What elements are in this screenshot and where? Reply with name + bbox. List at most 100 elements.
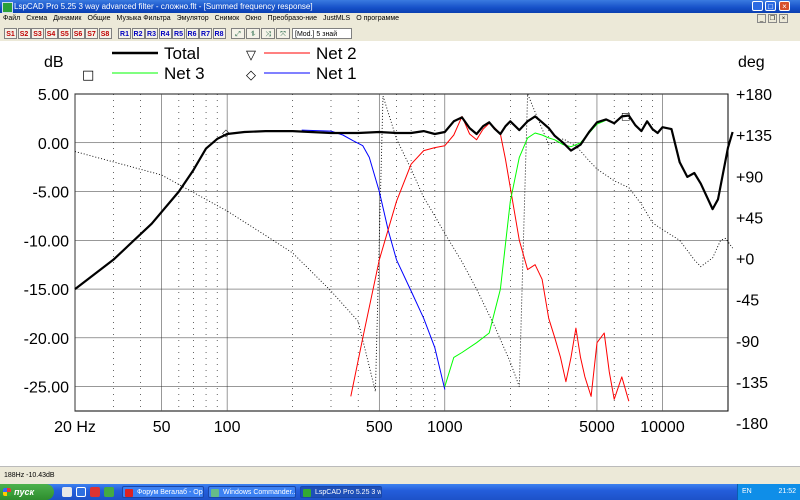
menu-item[interactable]: Общие xyxy=(87,15,111,22)
start-button[interactable]: пуск xyxy=(0,484,54,500)
series-total xyxy=(74,114,734,290)
plot-frame xyxy=(74,93,729,412)
y-tick-label: 5.00 xyxy=(38,87,69,104)
clock: 21:52 xyxy=(778,488,796,495)
r-button-8[interactable]: R8 xyxy=(212,28,226,39)
cursor-readout: 188Hz -10.43dB xyxy=(4,472,55,479)
start-label: пуск xyxy=(14,487,35,497)
legend-label: Total xyxy=(164,44,200,63)
task-app-icon xyxy=(303,489,311,497)
window-title: LspCAD Pro 5.25 3 way advanced filter - … xyxy=(14,2,313,11)
menu-item[interactable]: Снимок xyxy=(214,15,240,22)
x-tick-label: 20 Hz xyxy=(54,419,96,436)
legend-label: Net 3 xyxy=(164,64,205,83)
taskbar: пуск Форум Вегалаб - Opera Windows Comman… xyxy=(0,484,800,500)
taskbar-task[interactable]: Форум Вегалаб - Opera xyxy=(122,486,204,498)
legend-marker-2: ▽ xyxy=(246,48,256,63)
r-button-5[interactable]: R5 xyxy=(172,28,185,39)
phase-curve xyxy=(74,93,733,392)
taskbar-task[interactable]: LspCAD Pro 5.25 3 w... xyxy=(300,486,382,498)
curve-select-icon[interactable]: ⥮ xyxy=(246,28,260,39)
y2-tick-label: -180 xyxy=(736,416,768,433)
total-marker-square: □ xyxy=(621,111,630,122)
mdi-restore-button[interactable]: ❐ xyxy=(768,14,777,23)
system-tray: EN 21:52 xyxy=(737,484,800,500)
s-button-5[interactable]: S5 xyxy=(58,28,71,39)
explorer-icon[interactable] xyxy=(76,487,86,497)
menu-item[interactable]: JustMLS xyxy=(322,15,351,22)
menu-item[interactable]: Эмулятор xyxy=(176,15,209,22)
s-button-6[interactable]: S6 xyxy=(71,28,85,39)
close-button[interactable]: × xyxy=(779,1,790,11)
task-label: Windows Commander... xyxy=(223,489,296,496)
s-button-1[interactable]: S1 xyxy=(4,28,17,39)
app-quicklaunch-icon[interactable] xyxy=(104,487,114,497)
y2-axis-label: deg xyxy=(738,54,765,71)
y-tick-label: -25.00 xyxy=(24,380,69,397)
mdi-close-button[interactable]: × xyxy=(779,14,788,23)
series-net-2 xyxy=(350,115,630,402)
s-button-3[interactable]: S3 xyxy=(31,28,44,39)
s-button-8[interactable]: S8 xyxy=(98,28,112,39)
s-button-2[interactable]: S2 xyxy=(17,28,31,39)
language-indicator[interactable]: EN xyxy=(742,488,752,495)
menu-item[interactable]: Преобразо-ние xyxy=(267,15,317,22)
r-button-6[interactable]: R6 xyxy=(185,28,199,39)
menu-item[interactable]: О программе xyxy=(356,15,400,22)
minimize-button[interactable]: _ xyxy=(752,1,763,11)
task-app-icon xyxy=(125,489,133,497)
r-button-4[interactable]: R4 xyxy=(158,28,172,39)
x-tick-label: 1000 xyxy=(427,419,463,436)
windows-logo-icon xyxy=(3,488,11,496)
x-tick-label: 100 xyxy=(214,419,241,436)
y2-tick-label: -45 xyxy=(736,293,759,310)
mdi-minimize-button[interactable]: _ xyxy=(757,14,766,23)
opera-quicklaunch-icon[interactable] xyxy=(90,487,100,497)
y2-tick-label: +0 xyxy=(736,252,754,269)
frequency-response-chart: 5.00 0.00 -5.00 -10.00 -15.00 -20.00 -25.00 +18… xyxy=(0,41,800,466)
y-tick-label: -20.00 xyxy=(24,331,69,348)
title-bar[interactable]: LspCAD Pro 5.25 3 way advanced filter - … xyxy=(0,0,800,13)
y2-tick-label: -135 xyxy=(736,375,768,392)
menu-bar: Файл Схема Динамик Общие Музыка Фильтра Эмуля… xyxy=(0,13,800,25)
s-button-7[interactable]: S7 xyxy=(85,28,98,39)
x-tick-label: 50 xyxy=(153,419,171,436)
y-tick-label: -5.00 xyxy=(33,185,70,202)
y2-tick-label: -90 xyxy=(736,334,759,351)
task-label: Форум Вегалаб - Opera xyxy=(137,489,203,496)
taskbar-task[interactable]: Windows Commander... xyxy=(208,486,296,498)
menu-item[interactable]: Файл xyxy=(3,15,21,22)
y2-tick-label: +45 xyxy=(736,210,763,227)
y2-tick-label: +135 xyxy=(736,128,772,145)
app-icon[interactable] xyxy=(2,2,13,13)
overlay-icon[interactable]: ⤧ xyxy=(276,28,290,39)
y-tick-label: -15.00 xyxy=(24,282,69,299)
y-axis-label: dB xyxy=(44,54,64,71)
r-button-7[interactable]: R7 xyxy=(199,28,212,39)
phase-view-icon[interactable]: ⤨ xyxy=(261,28,275,39)
zoom-icon[interactable]: ⤢ xyxy=(231,28,245,39)
task-label: LspCAD Pro 5.25 3 w... xyxy=(315,489,382,496)
legend-marker-3: □ xyxy=(82,68,94,83)
legend-label: Net 1 xyxy=(316,64,357,83)
r-button-1[interactable]: R1 xyxy=(118,28,131,39)
x-tick-label: 500 xyxy=(366,419,393,436)
series-net-1 xyxy=(301,129,446,390)
maximize-button[interactable]: □ xyxy=(765,1,776,11)
task-app-icon xyxy=(211,489,219,497)
menu-item[interactable]: Окно xyxy=(245,15,262,22)
y2-tick-label: +90 xyxy=(736,169,763,186)
legend-marker-4: ◇ xyxy=(246,68,256,83)
s-button-4[interactable]: S4 xyxy=(44,28,58,39)
menu-item[interactable]: Динамик xyxy=(53,15,82,22)
show-desktop-icon[interactable] xyxy=(62,487,72,497)
r-button-2[interactable]: R2 xyxy=(131,28,145,39)
total-marker-diamond: ◇ xyxy=(222,128,230,139)
mode-field[interactable]: [Mod.] 5 знай xyxy=(292,28,352,39)
r-button-3[interactable]: R3 xyxy=(145,28,158,39)
menu-item[interactable]: Музыка Фильтра xyxy=(116,15,171,22)
x-tick-label: 10000 xyxy=(640,419,685,436)
menu-item[interactable]: Схема xyxy=(26,15,48,22)
status-bar: 188Hz -10.43dB xyxy=(0,466,800,485)
toolbar: S1 S2 S3 S4 S5 S6 S7 S8 R1 R2 R3 R4 R5 R6 R7 R8 ⤢ ⥮ ⤨ ⤧ [Mod… xyxy=(0,26,800,42)
